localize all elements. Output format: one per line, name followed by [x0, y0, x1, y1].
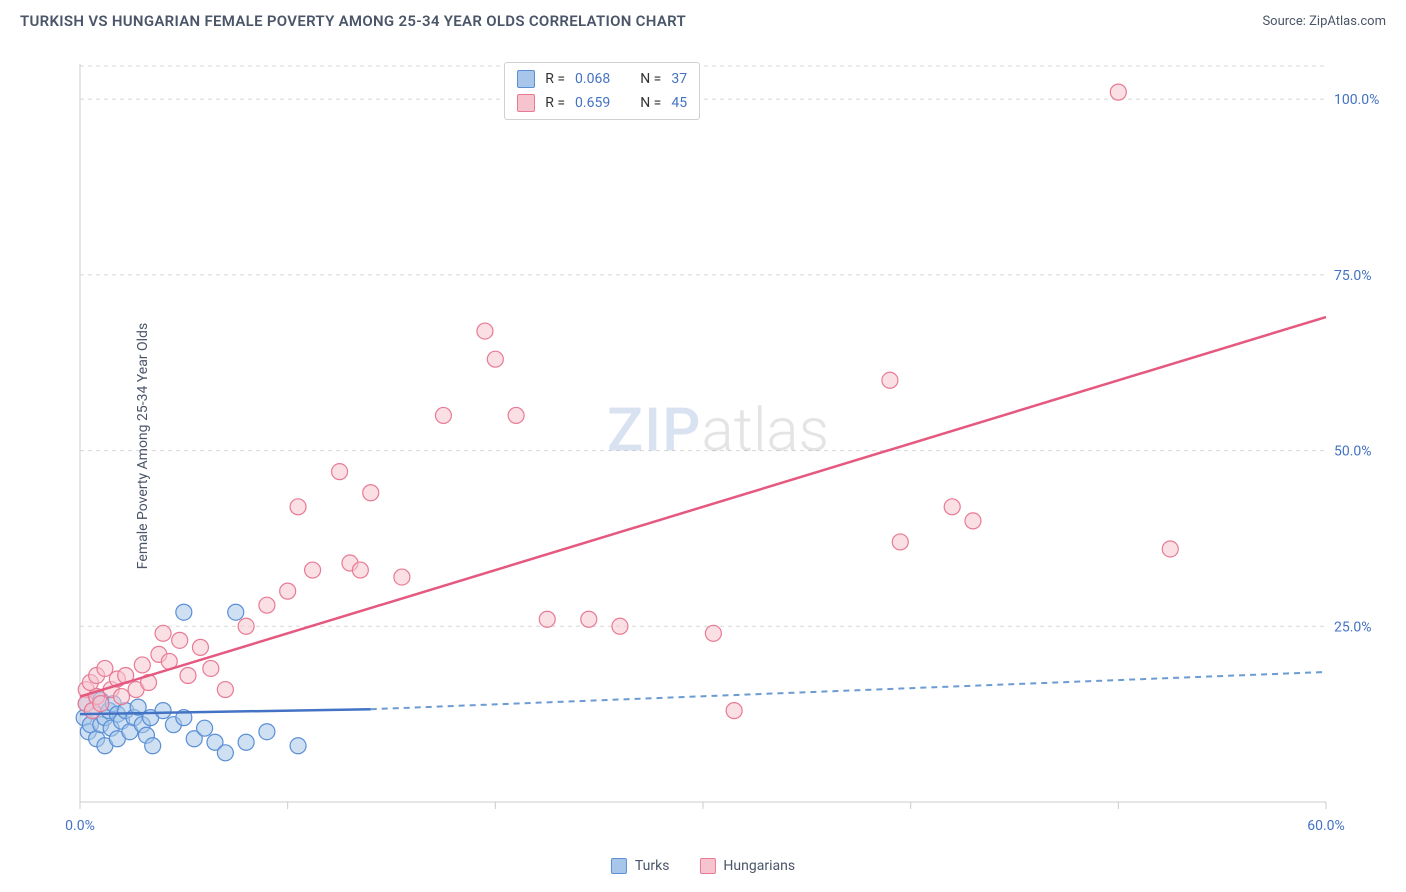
data-point	[280, 583, 296, 599]
series-swatch	[517, 94, 535, 112]
data-point	[892, 534, 908, 550]
stat-row: R = 0.659 N = 45	[505, 91, 699, 115]
data-point	[705, 625, 721, 641]
stat-n-label: N =	[640, 95, 661, 111]
data-point	[180, 667, 196, 683]
y-tick-label: 50.0%	[1334, 444, 1372, 460]
data-point	[217, 682, 233, 698]
y-axis-label: Female Poverty Among 25-34 Year Olds	[135, 323, 151, 569]
data-point	[228, 604, 244, 620]
data-point	[363, 485, 379, 501]
data-point	[259, 724, 275, 740]
series-swatch	[517, 70, 535, 88]
data-point	[93, 696, 109, 712]
data-point	[290, 738, 306, 754]
stat-row: R = 0.068 N = 37	[505, 67, 699, 91]
y-tick-label: 100.0%	[1334, 92, 1379, 108]
data-point	[332, 464, 348, 480]
stat-n-value: 37	[671, 71, 687, 87]
data-point	[508, 407, 524, 423]
chart-title: TURKISH VS HUNGARIAN FEMALE POVERTY AMON…	[20, 12, 686, 30]
legend-swatch	[699, 858, 715, 874]
x-tick-label: 60.0%	[1307, 818, 1345, 834]
chart-header: TURKISH VS HUNGARIAN FEMALE POVERTY AMON…	[0, 0, 1406, 38]
chart-source: Source: ZipAtlas.com	[1262, 14, 1386, 29]
y-tick-label: 75.0%	[1334, 268, 1372, 284]
data-point	[944, 499, 960, 515]
legend-label: Turks	[635, 858, 670, 874]
data-point	[726, 703, 742, 719]
data-point	[192, 639, 208, 655]
legend-swatch	[611, 858, 627, 874]
data-point	[290, 499, 306, 515]
data-point	[197, 720, 213, 736]
legend-bottom: Turks Hungarians	[611, 858, 795, 874]
legend-label: Hungarians	[723, 858, 795, 874]
data-point	[176, 604, 192, 620]
trend-line	[80, 317, 1326, 697]
data-point	[352, 562, 368, 578]
data-point	[114, 689, 130, 705]
y-tick-label: 25.0%	[1334, 619, 1372, 635]
data-point	[155, 703, 171, 719]
correlation-stats-box: R = 0.068 N = 37 R = 0.659 N = 45	[504, 62, 700, 120]
data-point	[435, 407, 451, 423]
stat-r-value: 0.068	[575, 71, 610, 87]
data-point	[145, 738, 161, 754]
data-point	[477, 323, 493, 339]
data-point	[581, 611, 597, 627]
data-point	[259, 597, 275, 613]
data-point	[203, 660, 219, 676]
data-point	[238, 618, 254, 634]
trend-line-extension	[371, 672, 1326, 709]
x-tick-label: 0.0%	[65, 818, 95, 834]
data-point	[155, 625, 171, 641]
data-point	[1162, 541, 1178, 557]
data-point	[612, 618, 628, 634]
data-point	[134, 657, 150, 673]
data-point	[882, 372, 898, 388]
legend-item: Hungarians	[699, 858, 795, 874]
stat-r-label: R =	[545, 71, 565, 87]
chart-area: Female Poverty Among 25-34 Year Olds 25.…	[50, 50, 1386, 842]
stat-r-label: R =	[545, 95, 565, 111]
data-point	[305, 562, 321, 578]
data-point	[217, 745, 233, 761]
data-point	[965, 513, 981, 529]
legend-item: Turks	[611, 858, 670, 874]
stat-n-label: N =	[640, 71, 661, 87]
stat-n-value: 45	[671, 95, 687, 111]
source-label: Source:	[1262, 14, 1305, 29]
data-point	[1110, 84, 1126, 100]
scatter-chart-svg: 25.0% 50.0% 75.0% 100.0% 0.0% 60.0%	[50, 50, 1386, 842]
stat-r-value: 0.659	[575, 95, 610, 111]
data-point	[487, 351, 503, 367]
data-point	[238, 734, 254, 750]
data-point	[172, 632, 188, 648]
source-link[interactable]: ZipAtlas.com	[1309, 14, 1386, 29]
data-point	[539, 611, 555, 627]
data-point	[394, 569, 410, 585]
